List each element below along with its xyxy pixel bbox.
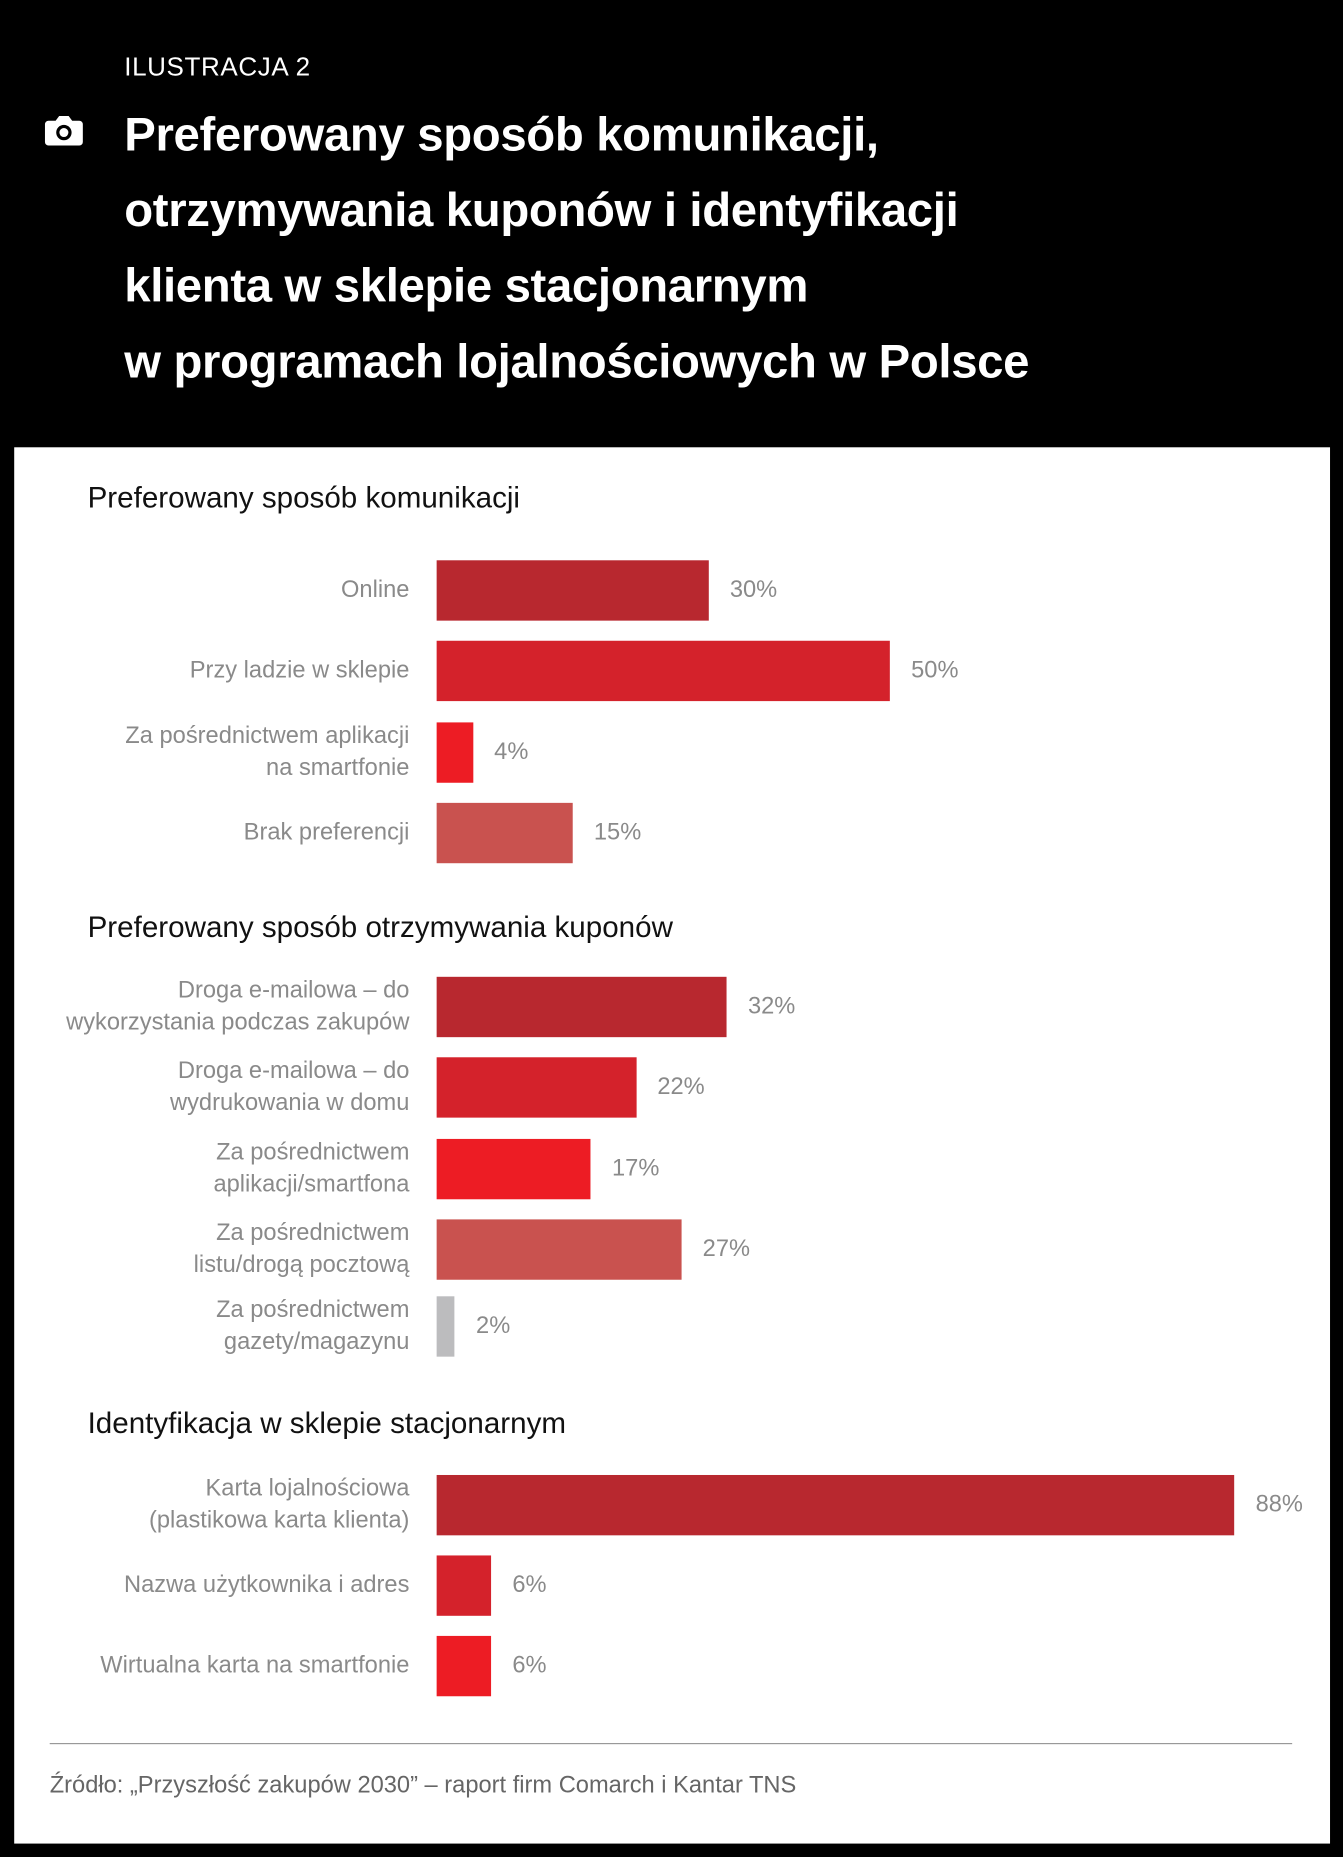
- bar: [436, 1474, 1235, 1536]
- title-line: klienta w sklepie stacjonarnym: [124, 260, 809, 313]
- bar: [436, 1219, 682, 1280]
- bar: [436, 802, 573, 864]
- category-label: Za pośrednictwem aplikacji na smartfonie: [125, 722, 410, 781]
- bar: [436, 722, 473, 783]
- value-label: 27%: [702, 1235, 751, 1262]
- section-title: Preferowany sposób komunikacji: [87, 481, 521, 515]
- value-label: 6%: [512, 1572, 547, 1599]
- illustration-label: ILUSTRACJA 2: [124, 52, 311, 82]
- divider: [49, 1743, 1293, 1745]
- section-title: Identyfikacja w sklepie stacjonarnym: [87, 1406, 567, 1441]
- category-label: Nazwa użytkownika i adres: [123, 1572, 410, 1599]
- category-label: Za pośrednictwem listu/drogą pocztową: [193, 1219, 410, 1278]
- category-label: Online: [341, 576, 410, 603]
- category-label: Wirtualna karta na smartfonie: [100, 1652, 410, 1679]
- bar: [436, 640, 890, 702]
- title-line: w programach lojalnościowych w Polsce: [124, 336, 1030, 389]
- source-note: Źródło: „Przyszłość zakupów 2030” – rapo…: [49, 1772, 797, 1799]
- value-label: 2%: [476, 1312, 511, 1339]
- category-label: Brak preferencji: [243, 819, 410, 846]
- category-label: Droga e-mailowa – do wykorzystania podcza…: [66, 977, 410, 1036]
- bar: [436, 560, 709, 621]
- value-label: 30%: [729, 576, 778, 603]
- value-label: 50%: [911, 657, 959, 684]
- value-label: 17%: [612, 1155, 660, 1182]
- bar: [436, 1635, 492, 1697]
- category-label: Droga e-mailowa – do wydrukowania w domu: [170, 1057, 410, 1116]
- bar: [436, 1555, 492, 1616]
- value-label: 88%: [1255, 1491, 1303, 1518]
- title-line: Preferowany sposób komunikacji,: [124, 108, 879, 161]
- category-label: Za pośrednictwem aplikacji/smartfona: [213, 1139, 410, 1198]
- section-title: Preferowany sposób otrzymywania kuponów: [87, 911, 673, 945]
- camera-icon: [44, 115, 83, 146]
- value-label: 6%: [512, 1652, 547, 1679]
- category-label: Przy ladzie w sklepie: [189, 657, 410, 684]
- main-title: Preferowany sposób komunikacji, otrzymyw…: [124, 97, 1029, 400]
- category-label: Za pośrednictwem gazety/magazynu: [216, 1296, 410, 1355]
- chart-panel: Źródło: „Przyszłość zakupów 2030” – rapo…: [14, 447, 1331, 1844]
- bar: [436, 976, 727, 1038]
- value-label: 22%: [657, 1073, 705, 1100]
- value-label: 15%: [593, 819, 642, 846]
- bar: [436, 1296, 455, 1357]
- bar: [436, 1138, 591, 1200]
- bar: [436, 1057, 637, 1118]
- value-label: 4%: [494, 738, 529, 766]
- value-label: 32%: [747, 993, 796, 1020]
- category-label: Karta lojalnościowa (plastikowa karta kli…: [148, 1475, 410, 1534]
- title-line: otrzymywania kuponów i identyfikacji: [124, 184, 959, 237]
